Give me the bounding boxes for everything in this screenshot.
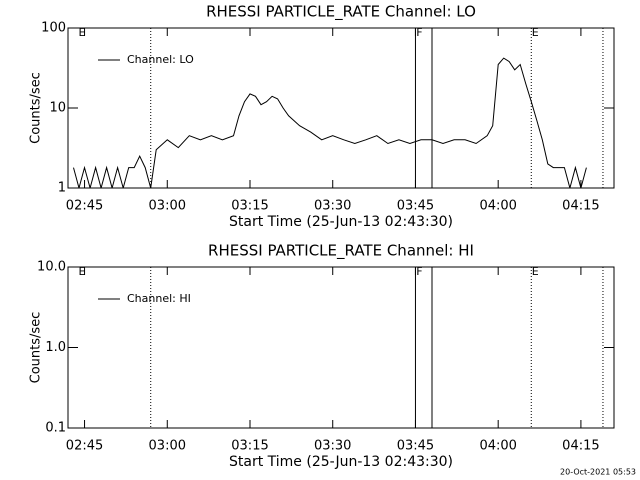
x-tick-label: 03:15 — [231, 199, 268, 214]
marker-label: E — [79, 26, 86, 39]
x-tick-label: 03:45 — [397, 199, 434, 214]
x-tick-label: 03:00 — [149, 199, 186, 214]
legend-label: Channel: HI — [127, 292, 191, 305]
marker-label: F — [416, 26, 422, 39]
legend-label: Channel: LO — [127, 53, 194, 66]
y-tick-label: 10 — [49, 101, 66, 116]
x-tick-label: 04:15 — [562, 199, 599, 214]
x-tick-label: 04:00 — [479, 439, 516, 454]
y-tick-label: 100 — [41, 21, 66, 36]
y-tick-label: 10.0 — [37, 260, 66, 275]
x-tick-label: 03:00 — [149, 439, 186, 454]
marker-label: E — [532, 265, 539, 278]
y-axis-label: Counts/sec — [29, 72, 44, 144]
x-axis-label: Start Time (25-Jun-13 02:43:30) — [229, 214, 453, 230]
y-tick-label: 1 — [58, 181, 66, 196]
marker-label: F — [416, 265, 422, 278]
timestamp: 20-Oct-2021 05:53 — [560, 468, 636, 477]
panel: RHESSI PARTICLE_RATE Channel: LO Counts/s… — [29, 3, 615, 230]
marker-label: E — [79, 265, 86, 278]
y-axis-label: Counts/sec — [29, 312, 44, 384]
chart-title: RHESSI PARTICLE_RATE Channel: HI — [208, 242, 474, 261]
data-line — [73, 57, 587, 188]
x-tick-label: 03:15 — [231, 439, 268, 454]
x-tick-label: 04:00 — [479, 199, 516, 214]
x-tick-label: 02:45 — [66, 199, 103, 214]
y-tick-label: 0.1 — [45, 421, 66, 436]
x-tick-label: 02:45 — [66, 439, 103, 454]
y-tick-label: 1.0 — [45, 340, 66, 355]
x-tick-label: 03:45 — [397, 439, 434, 454]
x-axis-label: Start Time (25-Jun-13 02:43:30) — [229, 454, 453, 470]
plot-frame — [67, 27, 615, 189]
x-tick-label: 03:30 — [314, 199, 351, 214]
x-tick-label: 04:15 — [562, 439, 599, 454]
chart-title: RHESSI PARTICLE_RATE Channel: LO — [206, 3, 476, 22]
x-tick-label: 03:30 — [314, 439, 351, 454]
panel: RHESSI PARTICLE_RATE Channel: HI Counts/s… — [29, 242, 615, 470]
marker-label: E — [532, 26, 539, 39]
